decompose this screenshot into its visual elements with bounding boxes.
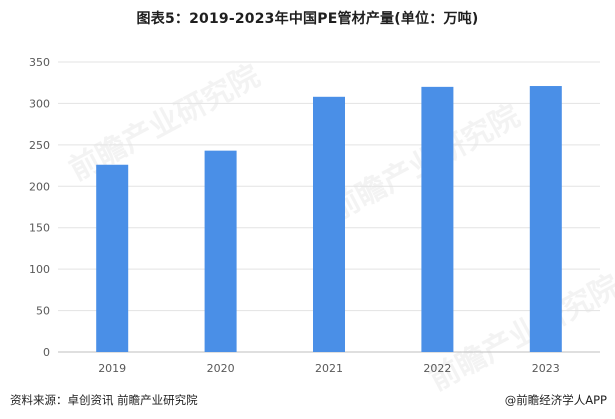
x-tick-label: 2020	[207, 362, 235, 375]
x-tick-label: 2023	[532, 362, 560, 375]
bar	[204, 150, 237, 352]
bar	[421, 86, 454, 352]
bar	[313, 96, 345, 352]
x-tick-label: 2019	[98, 362, 126, 375]
y-tick-label: 0	[43, 346, 50, 359]
y-tick-label: 100	[29, 263, 50, 276]
footer: 资料来源：卓创资讯 前瞻产业研究院 @前瞻经济学人APP	[0, 390, 615, 414]
chart-title: 图表5：2019-2023年中国PE管材产量(单位：万吨)	[136, 11, 479, 27]
credit-note: @前瞻经济学人APP	[504, 393, 607, 407]
y-tick-label: 350	[29, 56, 50, 69]
x-tick-label: 2022	[423, 362, 451, 375]
y-tick-label: 250	[29, 139, 50, 152]
source-note: 资料来源：卓创资讯 前瞻产业研究院	[10, 393, 198, 407]
y-tick-label: 50	[36, 305, 50, 318]
bar	[96, 164, 129, 352]
y-tick-label: 200	[29, 180, 50, 193]
y-tick-label: 150	[29, 222, 50, 235]
bar	[529, 86, 562, 353]
y-tick-label: 300	[29, 97, 50, 110]
x-tick-label: 2021	[315, 362, 343, 375]
